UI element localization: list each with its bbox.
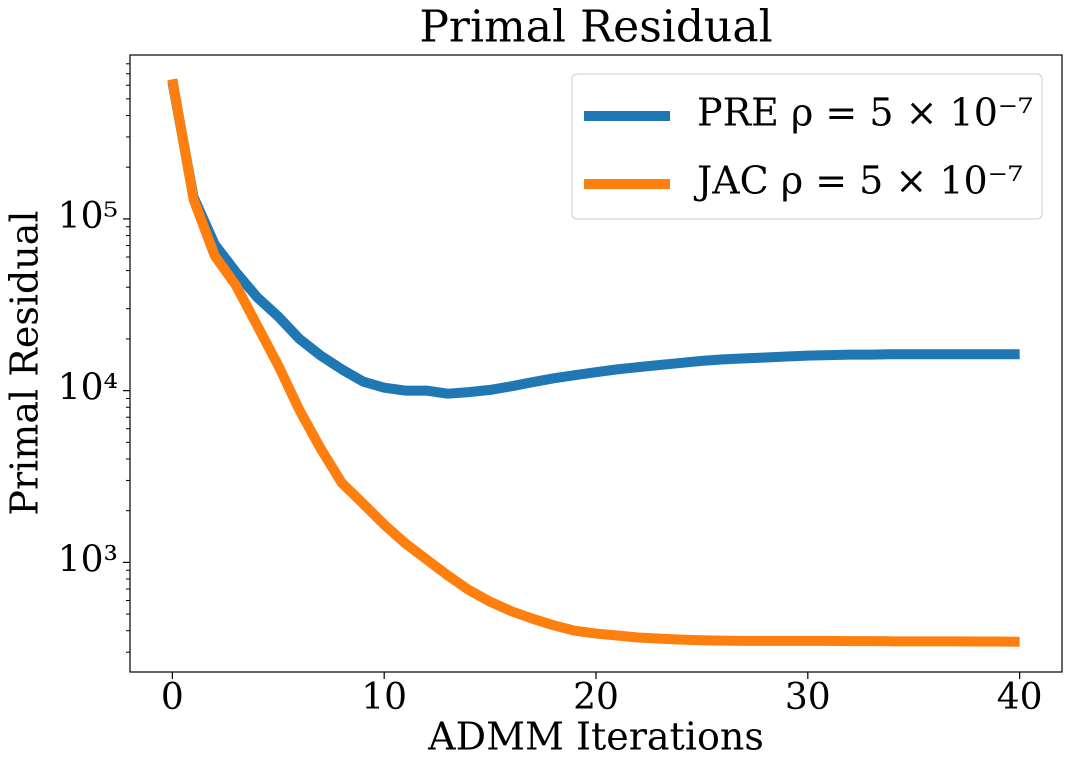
chart-title: Primal Residual bbox=[419, 2, 772, 53]
x-tick-label: 40 bbox=[997, 677, 1043, 718]
legend-box bbox=[571, 73, 1043, 220]
y-axis-label: Primal Residual bbox=[3, 210, 47, 515]
y-tick-label: 10⁴ bbox=[58, 368, 118, 409]
plot-frame bbox=[129, 54, 1063, 673]
x-tick-label: 0 bbox=[161, 677, 184, 718]
x-axis-label: ADMM Iterations bbox=[427, 715, 764, 759]
y-tick-label: 10³ bbox=[58, 539, 118, 580]
legend-label: JAC ρ = 5 × 10⁻⁷ bbox=[693, 159, 1023, 203]
data-line bbox=[167, 78, 1020, 647]
x-tick-label: 10 bbox=[361, 677, 407, 718]
legend-label: PRE ρ = 5 × 10⁻⁷ bbox=[697, 91, 1033, 135]
x-tick-label: 30 bbox=[785, 677, 831, 718]
data-line bbox=[167, 80, 1020, 399]
y-tick-label: 10⁵ bbox=[58, 196, 118, 237]
x-tick-label: 20 bbox=[573, 677, 619, 718]
